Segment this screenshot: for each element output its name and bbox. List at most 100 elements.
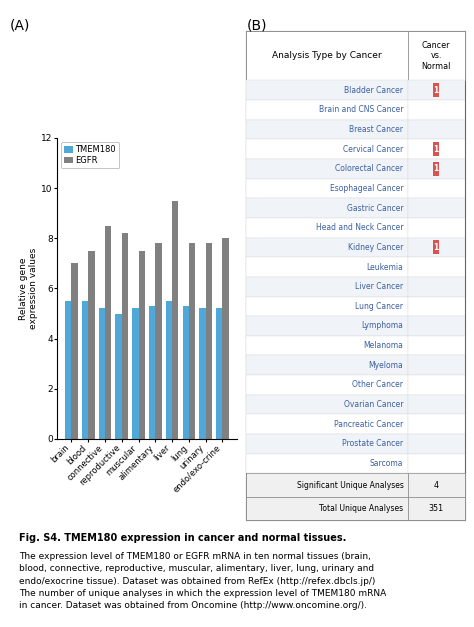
- Bar: [408, 336, 465, 356]
- Bar: [138, 251, 145, 439]
- Bar: [408, 395, 465, 414]
- Text: Lung Cancer: Lung Cancer: [356, 302, 403, 311]
- Text: Kidney Cancer: Kidney Cancer: [348, 243, 403, 252]
- Bar: [408, 179, 465, 198]
- Bar: [65, 301, 72, 439]
- Bar: [408, 297, 465, 316]
- Bar: [433, 162, 439, 176]
- Bar: [82, 301, 88, 439]
- Text: Pancreatic Cancer: Pancreatic Cancer: [334, 419, 403, 429]
- Bar: [408, 414, 465, 434]
- Bar: [246, 100, 408, 120]
- Bar: [216, 308, 222, 439]
- Text: 1: 1: [434, 243, 439, 252]
- Bar: [246, 434, 408, 453]
- Text: Colorectal Cancer: Colorectal Cancer: [336, 164, 403, 173]
- Bar: [408, 139, 465, 159]
- Text: Myeloma: Myeloma: [369, 361, 403, 370]
- Bar: [408, 159, 465, 179]
- Bar: [246, 179, 408, 198]
- Bar: [155, 243, 162, 439]
- Text: Lymphoma: Lymphoma: [362, 322, 403, 330]
- Text: Fig. S4. TMEM180 expression in cancer and normal tissues.: Fig. S4. TMEM180 expression in cancer an…: [19, 533, 346, 543]
- Text: Analysis Type by Cancer: Analysis Type by Cancer: [273, 51, 382, 60]
- Bar: [246, 356, 408, 375]
- Bar: [246, 316, 408, 336]
- Bar: [246, 159, 408, 179]
- Bar: [246, 198, 408, 218]
- Bar: [408, 238, 465, 257]
- Bar: [115, 314, 122, 439]
- Bar: [222, 238, 229, 439]
- Bar: [122, 233, 128, 439]
- Bar: [246, 375, 408, 395]
- Bar: [408, 497, 465, 520]
- Bar: [172, 201, 179, 439]
- Bar: [408, 218, 465, 238]
- Bar: [246, 139, 408, 159]
- Bar: [246, 257, 408, 277]
- Bar: [408, 257, 465, 277]
- Bar: [408, 375, 465, 395]
- Text: Sarcoma: Sarcoma: [370, 459, 403, 468]
- Text: Liver Cancer: Liver Cancer: [356, 282, 403, 291]
- Bar: [246, 297, 408, 316]
- Text: 1: 1: [434, 86, 439, 95]
- Text: The expression level of TMEM180 or EGFR mRNA in ten normal tissues (brain,
blood: The expression level of TMEM180 or EGFR …: [19, 552, 386, 610]
- Bar: [408, 453, 465, 473]
- Bar: [246, 336, 408, 356]
- Text: Gastric Cancer: Gastric Cancer: [347, 204, 403, 213]
- Bar: [99, 308, 105, 439]
- Text: Head and Neck Cancer: Head and Neck Cancer: [316, 223, 403, 232]
- Bar: [408, 277, 465, 297]
- Text: 351: 351: [428, 504, 444, 513]
- Bar: [88, 251, 95, 439]
- Text: Significant Unique Analyses: Significant Unique Analyses: [297, 480, 403, 490]
- Bar: [246, 453, 408, 473]
- Bar: [166, 301, 172, 439]
- Bar: [408, 356, 465, 375]
- Text: Esophageal Cancer: Esophageal Cancer: [330, 184, 403, 193]
- Bar: [408, 31, 465, 80]
- Text: 1: 1: [434, 164, 439, 173]
- Bar: [246, 31, 408, 80]
- Text: 4: 4: [434, 480, 438, 490]
- Bar: [189, 243, 195, 439]
- Bar: [408, 198, 465, 218]
- Bar: [246, 497, 408, 520]
- Bar: [408, 100, 465, 120]
- Bar: [105, 226, 111, 439]
- Text: 1: 1: [434, 145, 439, 154]
- Text: Total Unique Analyses: Total Unique Analyses: [319, 504, 403, 513]
- Bar: [246, 238, 408, 257]
- Text: (B): (B): [246, 19, 267, 33]
- Text: Ovarian Cancer: Ovarian Cancer: [344, 400, 403, 409]
- Bar: [246, 473, 408, 497]
- Text: Cancer
vs.
Normal: Cancer vs. Normal: [421, 41, 451, 71]
- Bar: [433, 240, 439, 255]
- Bar: [408, 80, 465, 100]
- Y-axis label: Relative gene
expression values: Relative gene expression values: [19, 248, 38, 329]
- Bar: [72, 263, 78, 439]
- Bar: [246, 395, 408, 414]
- Bar: [246, 277, 408, 297]
- Bar: [246, 80, 408, 100]
- Legend: TMEM180, EGFR: TMEM180, EGFR: [61, 142, 119, 169]
- Bar: [246, 218, 408, 238]
- Bar: [132, 308, 138, 439]
- Text: Leukemia: Leukemia: [366, 263, 403, 271]
- Text: Prostate Cancer: Prostate Cancer: [342, 440, 403, 448]
- Bar: [246, 414, 408, 434]
- Bar: [433, 83, 439, 97]
- Bar: [408, 120, 465, 139]
- Bar: [433, 142, 439, 156]
- Bar: [182, 306, 189, 439]
- Text: Brain and CNS Cancer: Brain and CNS Cancer: [319, 105, 403, 114]
- Bar: [408, 316, 465, 336]
- Text: Breast Cancer: Breast Cancer: [349, 125, 403, 134]
- Bar: [408, 434, 465, 453]
- Bar: [149, 306, 155, 439]
- Text: (A): (A): [9, 19, 30, 33]
- Bar: [408, 473, 465, 497]
- Bar: [199, 308, 206, 439]
